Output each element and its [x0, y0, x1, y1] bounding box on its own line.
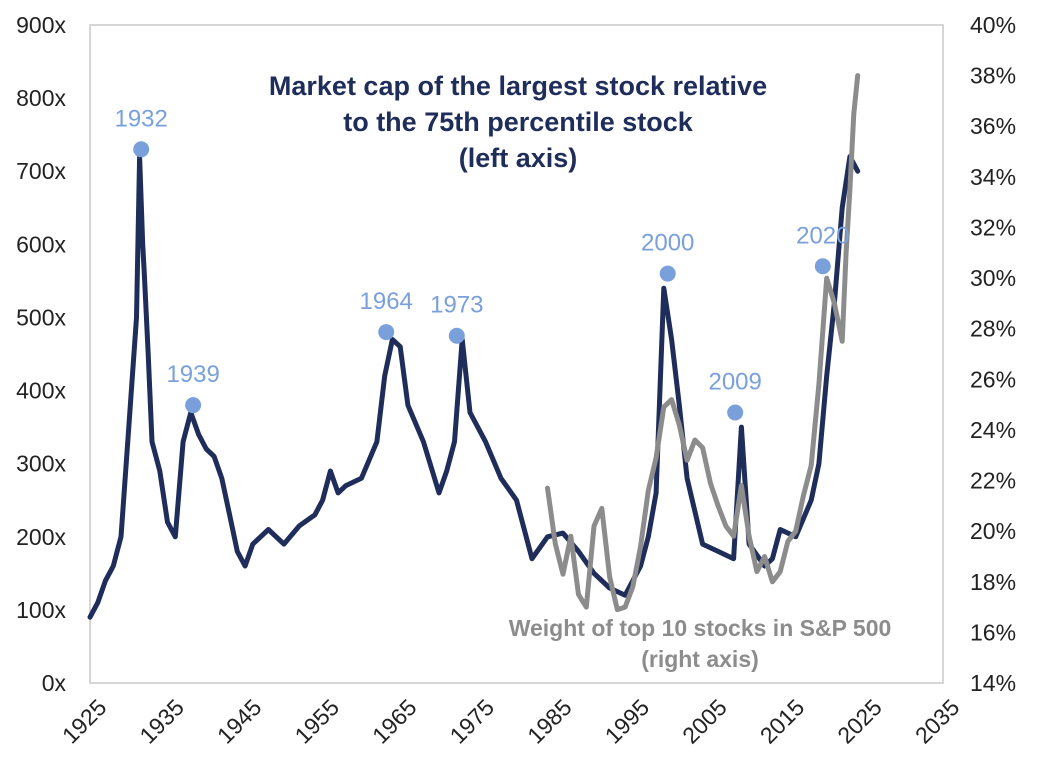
x-tick-label: 1945: [212, 694, 267, 749]
x-tick-label: 2035: [910, 694, 965, 749]
peak-year-label: 1932: [114, 105, 167, 132]
chart-title-line-1: Market cap of the largest stock relative: [269, 71, 767, 101]
peak-year-label: 1973: [430, 292, 483, 319]
y-left-tick-label: 100x: [16, 597, 66, 623]
x-tick-label: 1995: [600, 694, 655, 749]
series-layer: [87, 73, 861, 620]
series2-label-line-2: (right axis): [641, 646, 759, 672]
x-tick-label: 2015: [755, 694, 810, 749]
y-right-tick-label: 20%: [970, 518, 1016, 544]
peak-marker: [133, 141, 150, 158]
y-right-tick-label: 16%: [970, 619, 1016, 645]
y-left-tick-label: 800x: [16, 85, 66, 111]
peak-year-label: 2009: [708, 368, 761, 395]
y-left-tick-label: 400x: [16, 378, 66, 404]
peak-year-label: 2020: [796, 222, 849, 249]
x-tick-label: 1985: [522, 694, 577, 749]
y-right-tick-label: 18%: [970, 569, 1016, 595]
chart-title-line-3: (left axis): [459, 143, 578, 173]
y-right-tick-label: 24%: [970, 417, 1016, 443]
y-right-tick-label: 28%: [970, 316, 1016, 342]
y-right-tick-label: 40%: [970, 12, 1016, 38]
y-left-tick-label: 900x: [16, 12, 66, 38]
peak-marker: [727, 404, 744, 421]
y-right-tick-label: 26%: [970, 366, 1016, 392]
series-top10-weight-line: [545, 73, 861, 613]
peak-marker: [448, 327, 465, 344]
y-right-tick-label: 36%: [970, 113, 1016, 139]
x-tick-label: 1935: [134, 694, 189, 749]
peak-year-label: 1939: [166, 361, 219, 388]
y-right-tick-label: 32%: [970, 214, 1016, 240]
y-right-tick-label: 22%: [970, 468, 1016, 494]
x-tick-label: 1925: [57, 694, 112, 749]
peak-marker: [378, 324, 395, 341]
y-left-tick-label: 600x: [16, 231, 66, 257]
peak-year-label: 2000: [641, 230, 694, 257]
x-tick-label: 2025: [832, 694, 887, 749]
y-left-tick-label: 500x: [16, 304, 66, 330]
y-right-tick-label: 38%: [970, 63, 1016, 89]
y-left-tick-label: 0x: [42, 670, 67, 696]
y-right-tick-label: 30%: [970, 265, 1016, 291]
x-tick-label: 1955: [289, 694, 344, 749]
y-left-tick-label: 700x: [16, 158, 66, 184]
y-left-tick-label: 200x: [16, 524, 66, 550]
y-left-tick-label: 300x: [16, 451, 66, 477]
series-largest-stock-line: [87, 154, 861, 620]
peak-marker: [814, 258, 831, 275]
peak-marker: [659, 265, 676, 282]
chart-title-line-2: to the 75th percentile stock: [343, 107, 694, 137]
x-tick-label: 2005: [677, 694, 732, 749]
plot-area-frame: [89, 24, 944, 684]
series2-label-line-1: Weight of top 10 stocks in S&P 500: [509, 615, 892, 641]
x-tick-label: 1975: [445, 694, 500, 749]
y-right-tick-label: 14%: [970, 670, 1016, 696]
peak-year-label: 1964: [360, 288, 413, 315]
peak-marker-layer: 1932 1939 1964 1973 2000 2009 2020: [114, 105, 849, 421]
y-right-tick-label: 34%: [970, 164, 1016, 190]
peak-marker: [185, 397, 202, 414]
x-tick-label: 1965: [367, 694, 422, 749]
